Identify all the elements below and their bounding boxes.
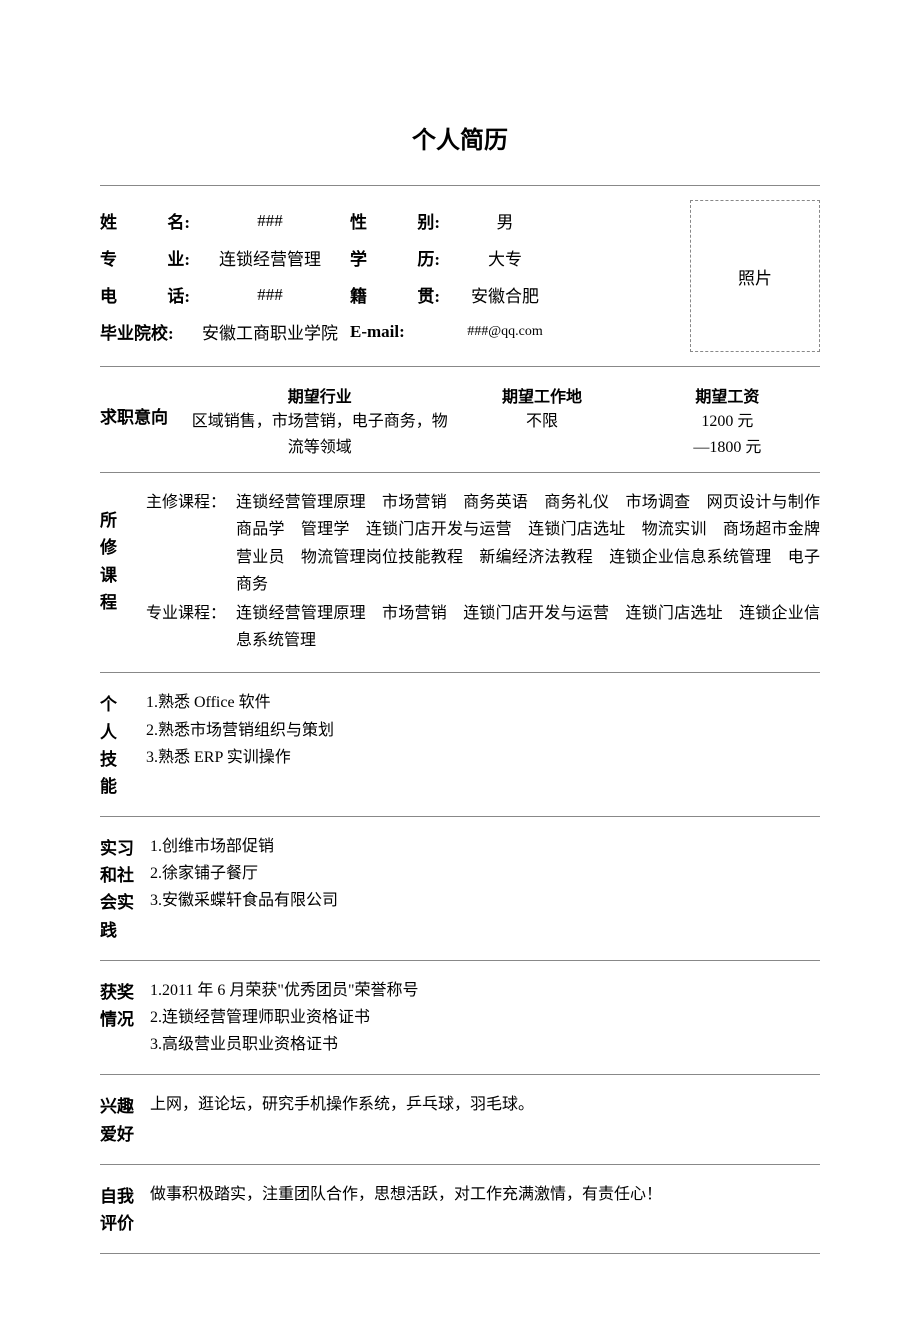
intent-industry-head: 期望行业 — [190, 383, 449, 407]
award-item-1: 1.2011 年 6 月荣获"优秀团员"荣誉称号 — [150, 977, 820, 1004]
major-value: 连锁经营管理 — [190, 245, 350, 270]
intent-place: 期望工作地 不限 — [449, 383, 634, 460]
intent-label: 求职意向 — [100, 383, 190, 428]
intent-place-body: 不限 — [449, 409, 634, 435]
job-intent-section: 求职意向 期望行业 区域销售，市场营销，电子商务，物流等领域 期望工作地 不限 … — [100, 375, 820, 464]
intent-salary-body2: —1800 元 — [635, 435, 820, 461]
info-row-phone: 电话: ### 籍贯: 安徽合肥 — [100, 276, 680, 313]
awards-section: 获奖情况 1.2011 年 6 月荣获"优秀团员"荣誉称号 2.连锁经营管理师职… — [100, 969, 820, 1067]
main-courses-val: 连锁经营管理原理 市场营销 商务英语 商务礼仪 市场调查 网页设计与制作 商品学… — [236, 489, 820, 598]
divider — [100, 366, 820, 367]
divider — [100, 1253, 820, 1254]
basic-info-section: 姓名: ### 性别: 男 专业: 连锁经营管理 学历: 大专 电话: ### … — [100, 194, 820, 358]
divider — [100, 672, 820, 673]
skill-item-3: 3.熟悉 ERP 实训操作 — [146, 744, 820, 771]
courses-content: 主修课程： 连锁经营管理原理 市场营销 商务英语 商务礼仪 市场调查 网页设计与… — [126, 489, 820, 656]
intent-salary: 期望工资 1200 元 —1800 元 — [635, 383, 820, 460]
school-value: 安徽工商职业学院 — [190, 319, 350, 344]
practice-item-3: 3.安徽采蝶轩食品有限公司 — [150, 887, 820, 914]
pro-courses-val: 连锁经营管理原理 市场营销 连锁门店开发与运营 连锁门店选址 连锁企业信息系统管… — [236, 600, 820, 654]
native-value: 安徽合肥 — [440, 282, 570, 307]
skill-item-2: 2.熟悉市场营销组织与策划 — [146, 717, 820, 744]
hobby-label: 兴趣爱好 — [100, 1091, 150, 1147]
main-courses-row: 主修课程： 连锁经营管理原理 市场营销 商务英语 商务礼仪 市场调查 网页设计与… — [146, 489, 820, 598]
pro-courses-key: 专业课程： — [146, 600, 236, 654]
awards-content: 1.2011 年 6 月荣获"优秀团员"荣誉称号 2.连锁经营管理师职业资格证书… — [150, 977, 820, 1059]
photo-placeholder: 照片 — [690, 200, 820, 352]
skills-section: 个人技能 1.熟悉 Office 软件 2.熟悉市场营销组织与策划 3.熟悉 E… — [100, 681, 820, 808]
skills-label: 个人技能 — [100, 689, 126, 800]
divider — [100, 1164, 820, 1165]
email-value: ###@qq.com — [440, 324, 570, 340]
gender-value: 男 — [440, 208, 570, 233]
main-courses-key: 主修课程： — [146, 489, 236, 598]
divider — [100, 1074, 820, 1075]
edu-value: 大专 — [440, 245, 570, 270]
award-item-2: 2.连锁经营管理师职业资格证书 — [150, 1004, 820, 1031]
hobby-section: 兴趣爱好 上网，逛论坛，研究手机操作系统，乒乓球，羽毛球。 — [100, 1083, 820, 1155]
phone-label: 电话: — [100, 282, 190, 307]
divider — [100, 185, 820, 186]
info-row-name: 姓名: ### 性别: 男 — [100, 202, 680, 239]
name-label: 姓名: — [100, 208, 190, 233]
practice-item-2: 2.徐家铺子餐厅 — [150, 860, 820, 887]
school-label: 毕业院校: — [100, 319, 190, 344]
self-eval-content: 做事积极踏实，注重团队合作，思想活跃，对工作充满激情，有责任心！ — [150, 1181, 820, 1237]
document-title: 个人简历 — [100, 120, 820, 155]
courses-label: 所修课程 — [100, 489, 126, 656]
pro-courses-row: 专业课程： 连锁经营管理原理 市场营销 连锁门店开发与运营 连锁门店选址 连锁企… — [146, 600, 820, 654]
hobby-content: 上网，逛论坛，研究手机操作系统，乒乓球，羽毛球。 — [150, 1091, 820, 1147]
divider — [100, 960, 820, 961]
major-label: 专业: — [100, 245, 190, 270]
intent-salary-body1: 1200 元 — [635, 409, 820, 435]
self-eval-section: 自我评价 做事积极踏实，注重团队合作，思想活跃，对工作充满激情，有责任心！ — [100, 1173, 820, 1245]
gender-label: 性别: — [350, 208, 440, 233]
basic-info-fields: 姓名: ### 性别: 男 专业: 连锁经营管理 学历: 大专 电话: ### … — [100, 194, 680, 358]
intent-salary-head: 期望工资 — [635, 383, 820, 407]
intent-place-head: 期望工作地 — [449, 383, 634, 407]
info-row-major: 专业: 连锁经营管理 学历: 大专 — [100, 239, 680, 276]
edu-label: 学历: — [350, 245, 440, 270]
practice-label: 实习和社会实践 — [100, 833, 150, 944]
courses-section: 所修课程 主修课程： 连锁经营管理原理 市场营销 商务英语 商务礼仪 市场调查 … — [100, 481, 820, 664]
email-label: E-mail: — [350, 322, 440, 342]
intent-industry-body: 区域销售，市场营销，电子商务，物流等领域 — [190, 409, 449, 460]
skills-content: 1.熟悉 Office 软件 2.熟悉市场营销组织与策划 3.熟悉 ERP 实训… — [126, 689, 820, 800]
awards-label: 获奖情况 — [100, 977, 150, 1059]
info-row-school: 毕业院校: 安徽工商职业学院 E-mail: ###@qq.com — [100, 313, 680, 350]
award-item-3: 3.高级营业员职业资格证书 — [150, 1031, 820, 1058]
name-value: ### — [190, 211, 350, 231]
divider — [100, 816, 820, 817]
divider — [100, 472, 820, 473]
intent-industry: 期望行业 区域销售，市场营销，电子商务，物流等领域 — [190, 383, 449, 460]
practice-item-1: 1.创维市场部促销 — [150, 833, 820, 860]
practice-content: 1.创维市场部促销 2.徐家铺子餐厅 3.安徽采蝶轩食品有限公司 — [150, 833, 820, 944]
native-label: 籍贯: — [350, 282, 440, 307]
self-eval-label: 自我评价 — [100, 1181, 150, 1237]
practice-section: 实习和社会实践 1.创维市场部促销 2.徐家铺子餐厅 3.安徽采蝶轩食品有限公司 — [100, 825, 820, 952]
phone-value: ### — [190, 285, 350, 305]
skill-item-1: 1.熟悉 Office 软件 — [146, 689, 820, 716]
